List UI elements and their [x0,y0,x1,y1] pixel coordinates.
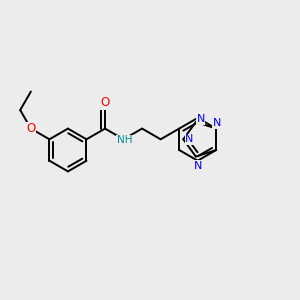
Text: N: N [196,114,205,124]
Text: N: N [213,118,221,128]
Text: O: O [26,122,35,135]
Text: N: N [194,161,202,171]
Text: NH: NH [117,136,132,146]
Text: N: N [185,134,194,144]
Text: O: O [100,96,110,109]
